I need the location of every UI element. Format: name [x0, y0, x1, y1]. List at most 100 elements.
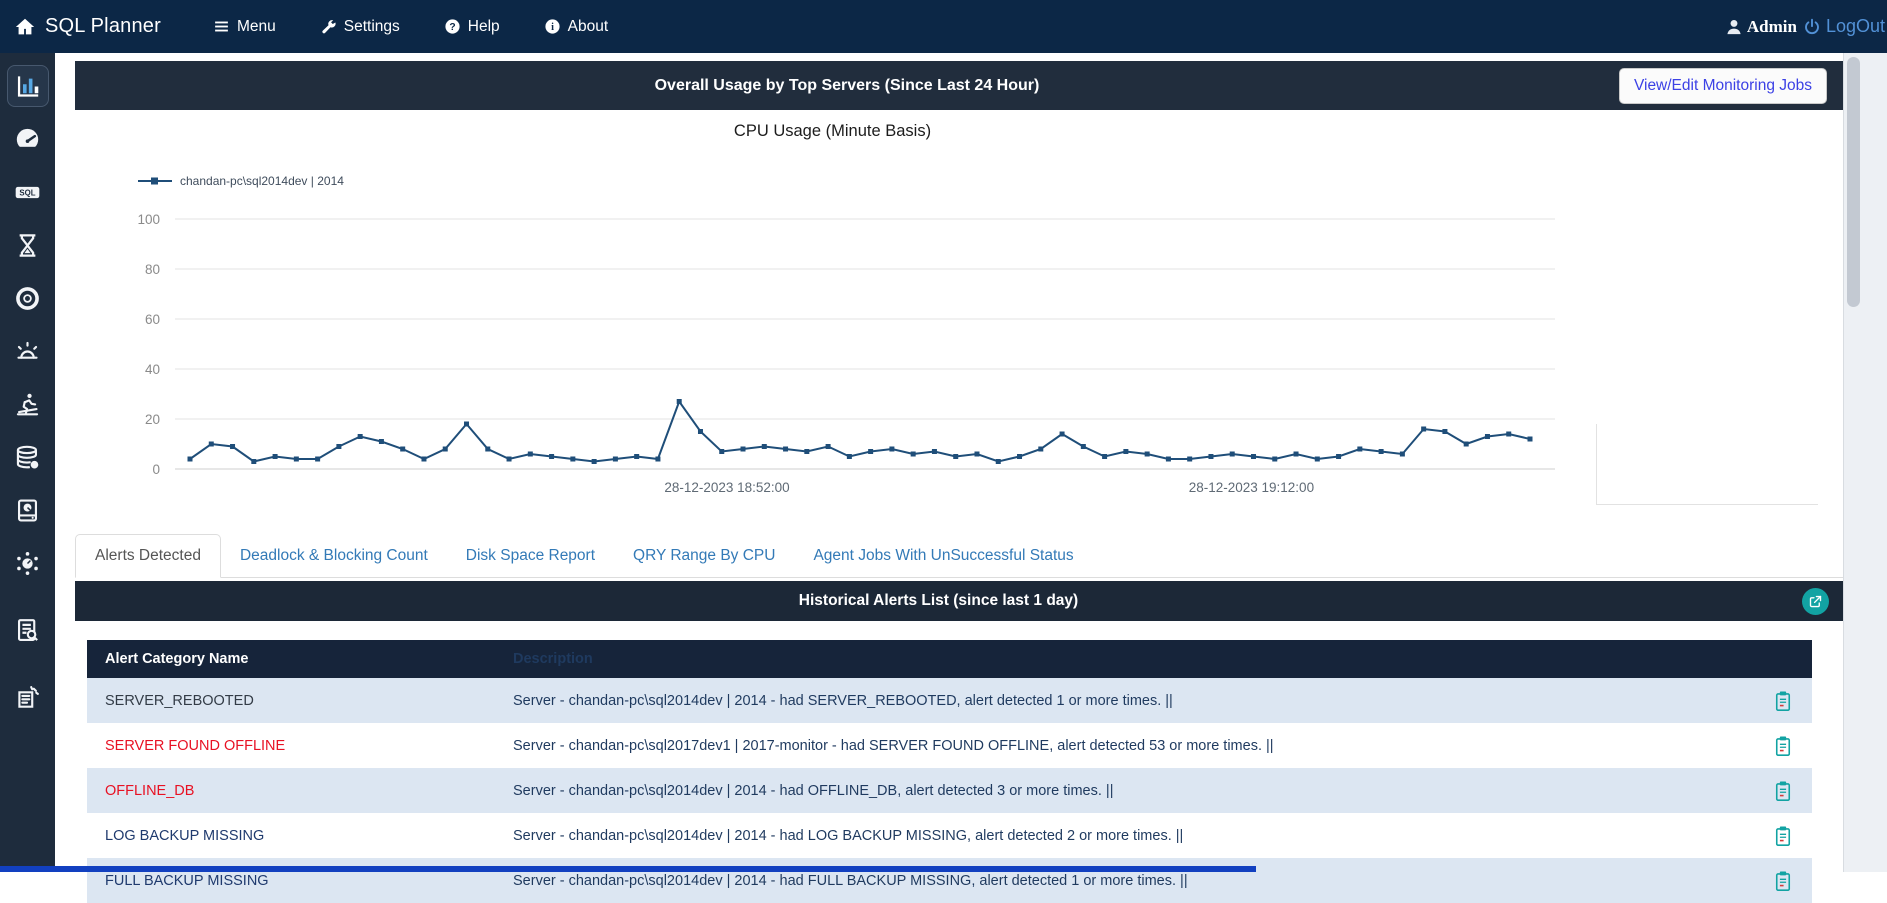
user-menu[interactable]: Admin [1725, 17, 1797, 37]
sidebar-item-report-export[interactable] [7, 676, 49, 718]
column-header-category: Alert Category Name [105, 651, 249, 667]
chart-legend: chandan-pc\sql2014dev | 2014 [138, 174, 344, 188]
database-icon [14, 444, 41, 471]
svg-text:20: 20 [145, 412, 160, 427]
overall-usage-title: Overall Usage by Top Servers (Since Last… [654, 76, 1040, 94]
sidebar-item-dashboard[interactable] [7, 118, 49, 160]
export-icon[interactable] [1802, 587, 1829, 615]
table-row: OFFLINE_DB Server - chandan-pc\sql2014dev… [87, 768, 1812, 813]
info-circle-icon: i [544, 18, 561, 35]
sidebar-item-databases[interactable] [7, 436, 49, 478]
alert-description: Server - chandan-pc\sql2017dev1 | 2017-m… [513, 737, 1274, 754]
legend-line-marker-icon [138, 177, 172, 185]
app-title: SQL Planner [45, 15, 161, 37]
table-row: FULL BACKUP MISSING Server - chandan-pc\s… [87, 858, 1812, 903]
svg-text:28-12-2023 19:12:00: 28-12-2023 19:12:00 [1189, 480, 1314, 495]
nav-item-menu[interactable]: Menu [213, 18, 276, 36]
treadmill-icon [14, 391, 41, 418]
logout-label: LogOut [1825, 16, 1885, 36]
navbar-right: Admin LogOut [1725, 16, 1885, 37]
sidebar-item-alerts[interactable] [7, 330, 49, 372]
top-navbar: SQL Planner Menu Settings? Help i About Admi… [0, 0, 1887, 53]
tab-qry-range-by-cpu[interactable]: QRY Range By CPU [633, 547, 776, 564]
report-search-icon [14, 617, 41, 644]
navbar-menu: Menu Settings? Help i About [213, 18, 608, 36]
alert-actions [1754, 870, 1812, 892]
table-header-row: Alert Category Name Description [87, 640, 1812, 678]
gauge-icon [14, 126, 41, 153]
sidebar-item-usage-charts[interactable] [6, 65, 49, 107]
sidebar-item-sessions[interactable] [7, 277, 49, 319]
alert-description: Server - chandan-pc\sql2014dev | 2014 - … [513, 872, 1188, 889]
alert-actions [1754, 825, 1812, 847]
historical-alerts-table: Alert Category Name Description SERVER_REB… [87, 640, 1812, 903]
nav-item-help[interactable]: ? Help [444, 18, 500, 36]
sidebar-item-history[interactable] [7, 224, 49, 266]
clipboard-icon[interactable] [1773, 735, 1793, 757]
clipboard-icon[interactable] [1773, 780, 1793, 802]
nav-item-label: Settings [343, 17, 400, 35]
alert-description: Server - chandan-pc\sql2014dev | 2014 - … [513, 782, 1114, 799]
donut-icon [14, 285, 41, 312]
user-name: Admin [1746, 16, 1797, 36]
clipboard-icon[interactable] [1773, 690, 1793, 712]
scrollbar-thumb[interactable] [1847, 57, 1860, 307]
logout-button[interactable]: LogOut [1803, 16, 1885, 37]
alert-category: SERVER_REBOOTED [105, 692, 254, 709]
tab-agent-jobs-with-unsuccessful-status[interactable]: Agent Jobs With UnSuccessful Status [813, 547, 1074, 564]
alert-category: OFFLINE_DB [105, 782, 195, 799]
alert-category: LOG BACKUP MISSING [105, 827, 265, 844]
svg-text:60: 60 [145, 312, 160, 327]
alert-actions [1754, 690, 1812, 712]
hourglass-icon [14, 232, 41, 259]
svg-text:80: 80 [145, 262, 160, 277]
sidebar-item-services[interactable] [7, 542, 49, 584]
historical-alerts-title: Historical Alerts List (since last 1 day… [798, 592, 1079, 609]
cpu-usage-line-chart: 0 20 40 60 80 100 28-12-2023 18:52:00 28-12-202… [137, 212, 1555, 495]
tab-alerts-detected[interactable]: Alerts Detected [75, 534, 221, 578]
table-row: SERVER FOUND OFFLINE Server - chandan-pc\… [87, 723, 1812, 768]
alert-description: Server - chandan-pc\sql2014dev | 2014 - … [513, 827, 1184, 844]
sidebar-item-performance[interactable] [7, 383, 49, 425]
tab-deadlock-blocking-count[interactable]: Deadlock & Blocking Count [239, 547, 428, 564]
sidebar-item-sql[interactable]: SQL [7, 171, 49, 213]
question-circle-icon: ? [444, 18, 461, 35]
alarm-icon [14, 338, 41, 365]
clipboard-icon[interactable] [1773, 870, 1793, 892]
historical-alerts-header: Historical Alerts List (since last 1 day… [75, 581, 1843, 621]
view-edit-monitoring-jobs-button[interactable]: View/Edit Monitoring Jobs [1618, 67, 1827, 104]
svg-text:40: 40 [145, 362, 160, 377]
clipboard-icon[interactable] [1773, 825, 1793, 847]
alert-category: FULL BACKUP MISSING [105, 872, 269, 889]
home-icon [14, 16, 36, 38]
alert-actions [1754, 735, 1812, 757]
nav-item-about[interactable]: i About [544, 17, 609, 36]
table-row: LOG BACKUP MISSING Server - chandan-pc\sq… [87, 813, 1812, 858]
sidebar-item-report-search[interactable] [7, 609, 49, 651]
cpu-usage-chart-card: CPU Usage (Minute Basis) chandan-pc\sql2… [75, 110, 1590, 512]
alert-description: Server - chandan-pc\sql2014dev | 2014 - … [513, 692, 1173, 709]
table-row: SERVER_REBOOTED Server - chandan-pc\sql20… [87, 678, 1812, 723]
sidebar-item-storage[interactable] [7, 489, 49, 531]
app-brand[interactable]: SQL Planner [14, 15, 161, 38]
sidebar: SQL [0, 53, 55, 872]
svg-text:0: 0 [152, 462, 160, 477]
svg-text:28-12-2023 18:52:00: 28-12-2023 18:52:00 [664, 480, 789, 495]
column-header-description: Description [513, 651, 593, 667]
alert-category: SERVER FOUND OFFLINE [105, 737, 286, 754]
chart-title: CPU Usage (Minute Basis) [733, 122, 932, 140]
bottom-accent-strip [0, 866, 1256, 872]
hamburger-icon [213, 18, 230, 35]
report-send-icon [14, 684, 41, 711]
power-icon [1803, 18, 1821, 36]
nav-item-settings[interactable]: Settings [320, 18, 400, 36]
alert-actions [1754, 780, 1812, 802]
sql-badge-icon: SQL [14, 179, 41, 206]
vertical-scrollbar[interactable] [1843, 53, 1887, 872]
svg-text:SQL: SQL [19, 188, 35, 197]
tab-disk-space-report[interactable]: Disk Space Report [465, 547, 596, 564]
nav-item-label: Help [467, 17, 500, 35]
bar-chart-icon [14, 73, 41, 100]
nav-item-label: Menu [236, 17, 276, 35]
nav-item-label: About [567, 17, 609, 35]
